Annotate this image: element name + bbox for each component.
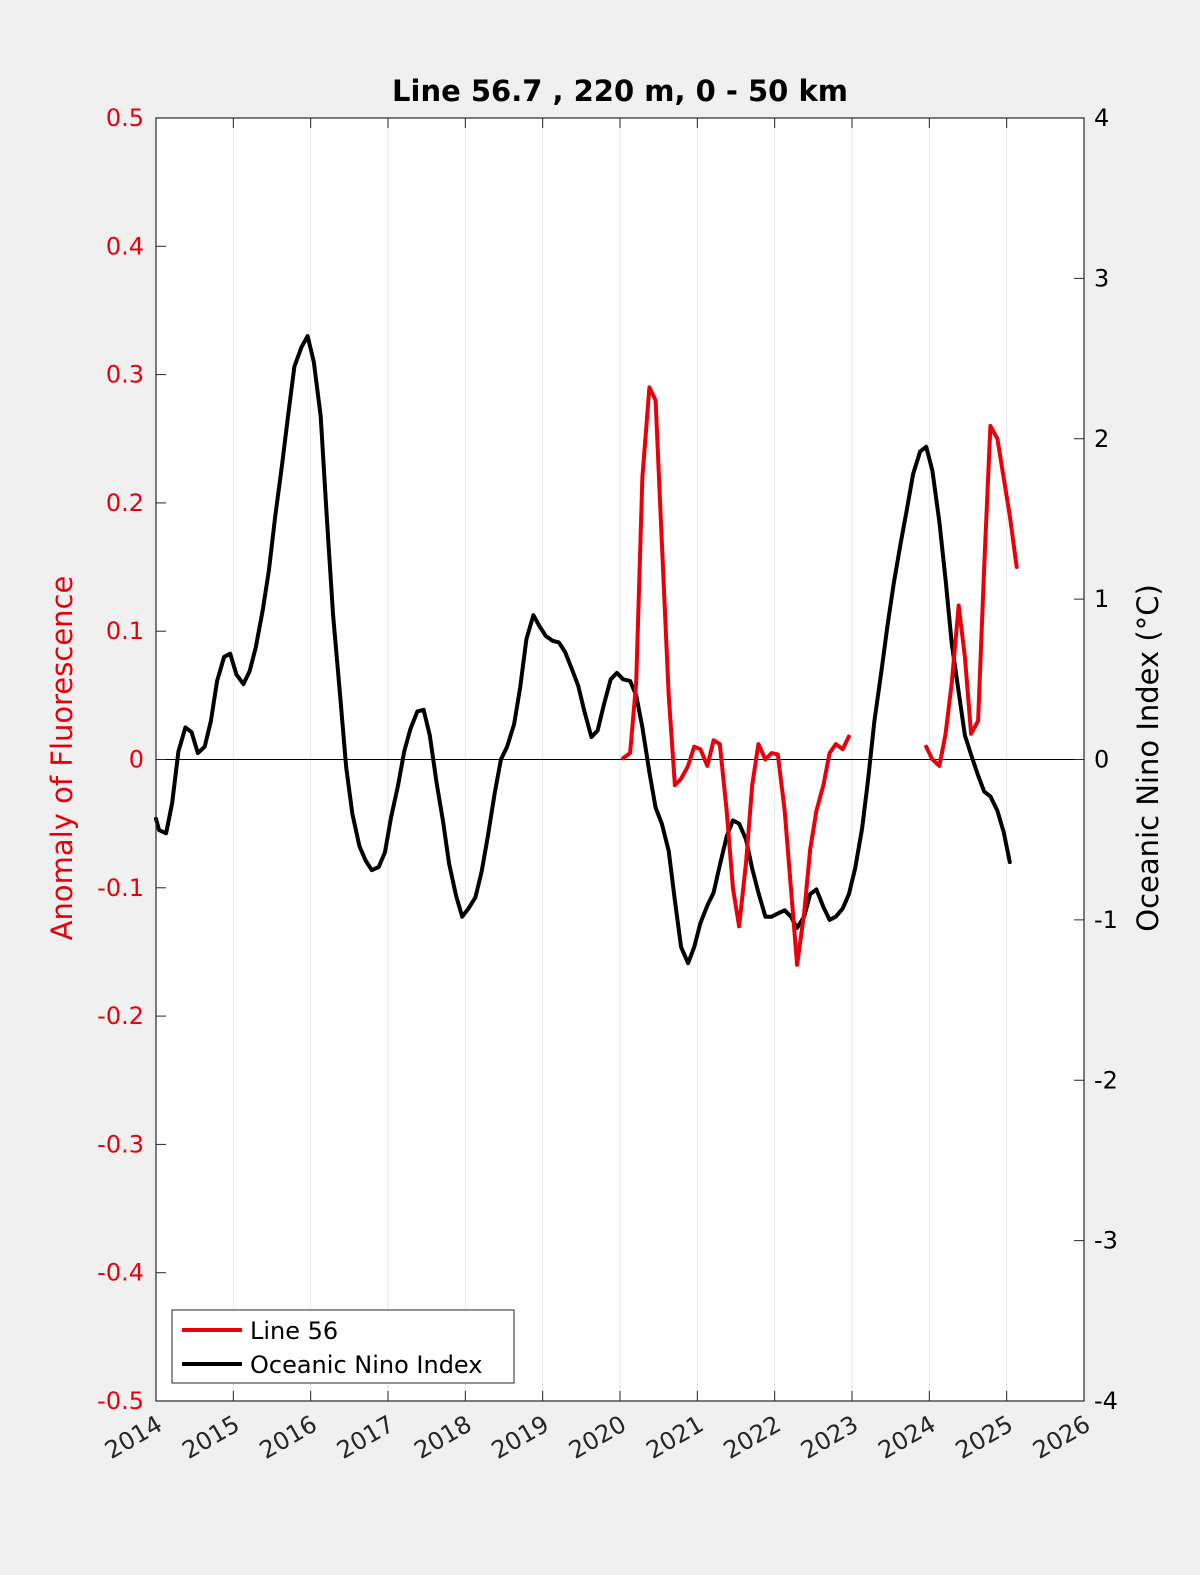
x-tick-label: 2014	[100, 1410, 167, 1465]
x-tick-label: 2016	[255, 1410, 322, 1465]
y-right-tick-label: -1	[1094, 906, 1118, 934]
y-left-tick-label: 0.3	[106, 361, 144, 389]
x-tick-label: 2022	[719, 1410, 786, 1465]
legend-line56-label: Line 56	[250, 1317, 338, 1345]
x-tick-label: 2015	[177, 1410, 244, 1465]
x-tick-label: 2020	[564, 1410, 631, 1465]
y-left-tick-label: -0.4	[97, 1259, 144, 1287]
y-left-tick-label: -0.5	[97, 1387, 144, 1415]
y-right-tick-label: 0	[1094, 746, 1109, 774]
y-left-axis-label: Anomaly of Fluorescence	[45, 576, 79, 941]
y-right-tick-label: 1	[1094, 585, 1109, 613]
y-left-tick-label: 0	[129, 746, 144, 774]
oni-series-segment-0	[154, 334, 1012, 966]
x-tick-label: 2017	[332, 1410, 399, 1465]
y-left-tick-label: 0.5	[106, 104, 144, 132]
legend-oni-label: Oceanic Nino Index	[250, 1351, 482, 1379]
x-tick-label: 2018	[409, 1410, 476, 1465]
line56-series-segment-0	[621, 385, 851, 967]
y-left-tick-label: 0.1	[106, 617, 144, 645]
y-right-tick-label: 4	[1094, 104, 1109, 132]
y-right-tick-label: -3	[1094, 1227, 1118, 1255]
series-layer	[154, 334, 1019, 967]
y-left-tick-label: -0.1	[97, 874, 144, 902]
line56-series-segment-1	[924, 423, 1019, 768]
chart-title: Line 56.7 , 220 m, 0 - 50 km	[392, 74, 848, 108]
y-right-tick-label: -2	[1094, 1066, 1118, 1094]
y-left-tick-label: 0.2	[106, 489, 144, 517]
x-tick-label: 2021	[641, 1410, 708, 1465]
legend: Line 56 Oceanic Nino Index	[171, 1309, 515, 1384]
y-right-tick-label: 2	[1094, 425, 1109, 453]
legend-box	[171, 1309, 515, 1384]
x-tick-label: 2023	[796, 1410, 863, 1465]
x-tick-label: 2026	[1028, 1410, 1095, 1465]
y-left-tick-label: 0.4	[106, 232, 144, 260]
y-right-axis-label: Oceanic Nino Index (°C)	[1131, 584, 1165, 932]
x-tick-label: 2024	[873, 1410, 940, 1465]
y-left-tick-label: -0.3	[97, 1130, 144, 1158]
y-right-tick-label: 3	[1094, 264, 1109, 292]
x-tick-label: 2019	[487, 1410, 554, 1465]
x-tick-label: 2025	[951, 1410, 1018, 1465]
y-left-tick-label: -0.2	[97, 1002, 144, 1030]
y-right-tick-label: -4	[1094, 1387, 1118, 1415]
